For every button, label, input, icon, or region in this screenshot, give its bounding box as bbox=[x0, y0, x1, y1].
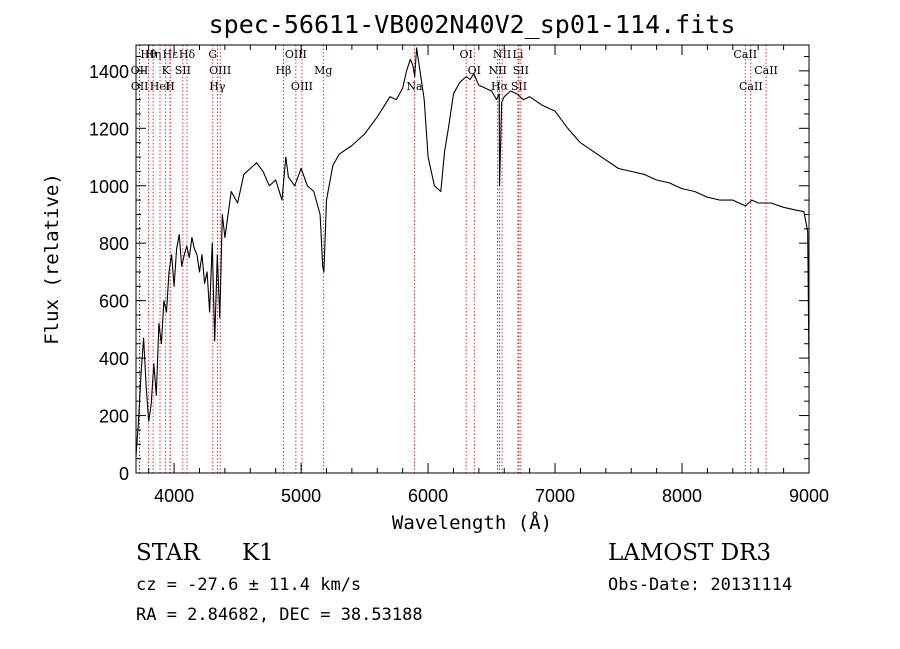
line-marker-label: OI bbox=[468, 64, 481, 77]
line-marker-label: NII bbox=[493, 48, 511, 61]
line-marker-label: OIII bbox=[209, 64, 231, 77]
x-tick-label: 5000 bbox=[281, 486, 321, 506]
coordinates: RA = 2.84682, DEC = 38.53188 bbox=[136, 605, 423, 625]
line-marker-label: Hδ bbox=[179, 48, 196, 61]
x-tick-label: 4000 bbox=[154, 486, 194, 506]
y-tick-label: 0 bbox=[119, 464, 129, 484]
line-marker-label: Hθ bbox=[140, 48, 157, 61]
line-marker-label: OII bbox=[131, 80, 149, 93]
observation-date: Obs-Date: 20131114 bbox=[608, 575, 793, 595]
object-class: STAR bbox=[136, 540, 200, 566]
line-marker-label: Hγ bbox=[209, 80, 226, 93]
y-tick-label: 1200 bbox=[89, 119, 129, 139]
line-marker-label: Hβ bbox=[275, 64, 291, 77]
x-tick-label: 7000 bbox=[535, 486, 575, 506]
line-markers: HθOIIOIIHεKHeIHηSIIHHδOIIIHγGHβOIIIOIIIM… bbox=[131, 45, 778, 473]
line-marker-label: G bbox=[208, 48, 217, 61]
line-marker-label: SII bbox=[175, 64, 191, 77]
x-axis-label: Wavelength (Å) bbox=[392, 511, 552, 534]
x-tick-label: 6000 bbox=[408, 486, 448, 506]
line-marker-label: NII bbox=[488, 64, 506, 77]
line-marker-label: SII bbox=[511, 80, 527, 93]
chart-title: spec-56611-VB002N40V2_sp01-114.fits bbox=[209, 10, 736, 39]
y-tick-label: 800 bbox=[99, 234, 129, 254]
y-tick-label: 400 bbox=[99, 349, 129, 369]
y-tick-label: 200 bbox=[99, 407, 129, 427]
line-marker-label: CaII bbox=[754, 64, 778, 77]
subclass: K1 bbox=[242, 540, 274, 566]
spectrum-plot: HθOIIOIIHεKHeIHηSIIHHδOIIIHγGHβOIIIOIIIM… bbox=[41, 10, 829, 534]
y-axis-label: Flux (relative) bbox=[41, 173, 63, 345]
redshift-velocity: cz = -27.6 ± 11.4 km/s bbox=[136, 575, 362, 595]
line-marker-label: SII bbox=[513, 64, 529, 77]
survey-name: LAMOST DR3 bbox=[608, 540, 772, 566]
line-marker-label: OIII bbox=[291, 80, 313, 93]
x-tick-label: 8000 bbox=[662, 486, 702, 506]
line-marker-label: CaII bbox=[733, 48, 757, 61]
line-marker-label: Hε bbox=[163, 48, 179, 61]
line-marker-label: Hη bbox=[145, 48, 161, 61]
line-marker-label: Li bbox=[513, 48, 524, 61]
line-marker-label: H bbox=[165, 80, 175, 93]
x-tick-label: 9000 bbox=[789, 486, 829, 506]
line-marker-label: OIII bbox=[285, 48, 307, 61]
line-marker-label: K bbox=[162, 64, 171, 77]
y-tick-label: 1000 bbox=[89, 177, 129, 197]
line-marker-label: CaII bbox=[739, 80, 763, 93]
spectrum-line bbox=[135, 47, 810, 456]
plot-frame bbox=[135, 44, 810, 474]
y-tick-label: 600 bbox=[99, 292, 129, 312]
line-marker-label: OI bbox=[459, 48, 472, 61]
line-marker-label: Mg bbox=[314, 64, 332, 77]
line-marker-label: HeI bbox=[150, 80, 170, 93]
line-marker-label: Na bbox=[406, 80, 423, 93]
axis-ticks: 4000 5000 6000 7000 8000 9000 0 200 400 600 800 100… bbox=[89, 45, 829, 506]
line-marker-label: Hα bbox=[491, 80, 509, 93]
y-tick-label: 1400 bbox=[89, 62, 129, 82]
